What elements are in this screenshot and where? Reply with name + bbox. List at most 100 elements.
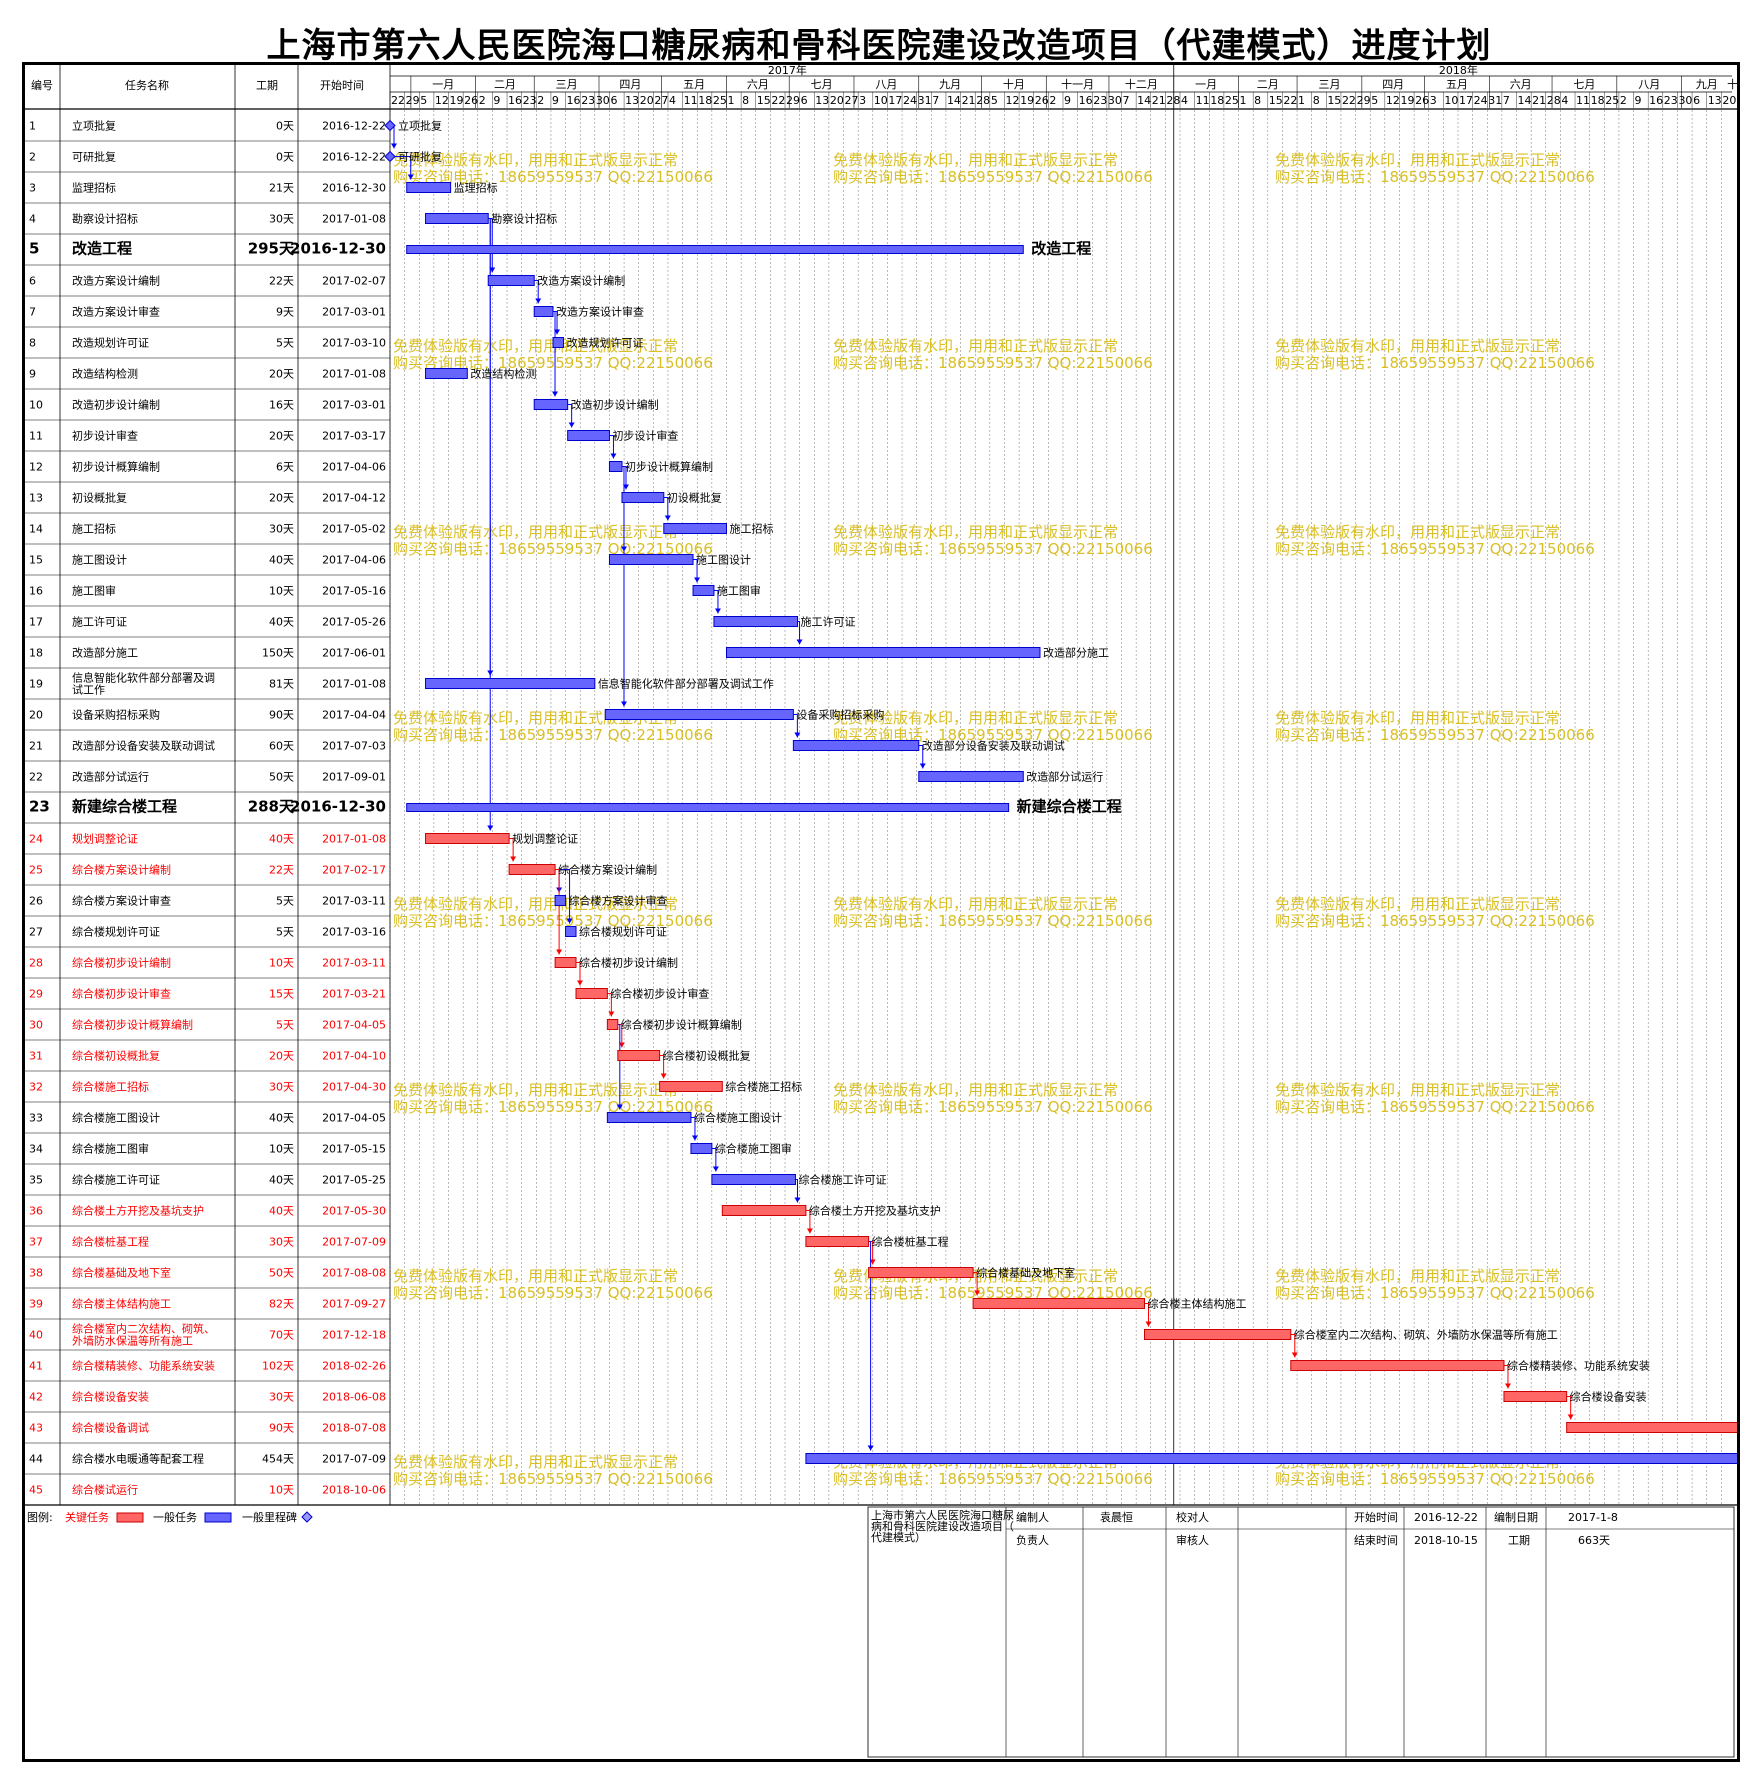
- day-label: 27: [654, 94, 668, 107]
- watermark-text: 免费体验版有水印，用用和正式版显示正常: [393, 1453, 678, 1471]
- task-duration: 30天: [269, 1391, 294, 1404]
- day-label: 18: [698, 94, 712, 107]
- critical-task-bar: [721, 1205, 807, 1216]
- task-start: 2017-04-06: [322, 461, 386, 474]
- task-bar: [533, 399, 569, 410]
- task-name: 综合楼施工许可证: [72, 1173, 160, 1187]
- day-label: 25: [713, 94, 727, 107]
- task-id: 18: [29, 647, 43, 660]
- day-label: 9: [1064, 94, 1071, 107]
- watermark-text: 购买咨询电话：18659559537 QQ:22150066: [1275, 726, 1595, 744]
- task-name: 综合楼方案设计审查: [72, 894, 171, 908]
- day-label: 9: [1635, 94, 1642, 107]
- bar-label: 综合楼方案设计编制: [558, 863, 657, 877]
- watermark-text: 购买咨询电话：18659559537 QQ:22150066: [1275, 540, 1595, 558]
- day-label: 30: [1678, 94, 1692, 107]
- task-name: 施工图设计: [72, 554, 127, 567]
- task-id: 20: [29, 709, 43, 722]
- dependency-arrow: [510, 856, 517, 862]
- task-duration: 0天: [276, 151, 294, 164]
- dependency-arrow: [794, 1197, 801, 1203]
- bar-label: 综合楼施工许可证: [798, 1173, 886, 1187]
- day-label: 12: [435, 94, 449, 107]
- dependency-arrow: [694, 577, 701, 583]
- task-id: 3: [29, 182, 36, 195]
- task-id: 39: [29, 1298, 43, 1311]
- task-start: 2017-05-26: [322, 616, 386, 629]
- watermark-text: 免费体验版有水印，用用和正式版显示正常: [833, 151, 1118, 169]
- dependency-arrow: [577, 980, 584, 986]
- task-name: 改造初步设计编制: [72, 398, 160, 412]
- day-label: 2: [1620, 94, 1627, 107]
- dependency-link: [617, 1024, 621, 1110]
- task-name: 立项批复: [72, 119, 116, 133]
- watermark-text: 购买咨询电话：18659559537 QQ:22150066: [393, 168, 713, 186]
- bar-label: 综合楼桩基工程: [872, 1235, 949, 1249]
- critical-task-bar: [805, 1236, 870, 1247]
- task-bar: [567, 430, 610, 441]
- dependency-arrow: [566, 918, 573, 924]
- col-header-name: 任务名称: [125, 78, 169, 92]
- task-bar: [711, 1174, 796, 1185]
- task-name: 综合楼施工招标: [72, 1080, 149, 1094]
- task-name: 初步设计概算编制: [72, 460, 160, 474]
- task-name: 综合楼水电暖通等配套工程: [72, 1452, 204, 1466]
- watermark-text: 购买咨询电话：18659559537 QQ:22150066: [833, 354, 1153, 372]
- task-duration: 10天: [269, 1143, 294, 1156]
- task-name: 综合楼室内二次结构、砌筑、外墙防水保温等所有施工: [72, 1322, 215, 1348]
- col-header-id: 编号: [31, 78, 53, 92]
- bar-label: 初步设计审查: [612, 429, 678, 443]
- watermark-text: 免费体验版有水印，用用和正式版显示正常: [1275, 151, 1560, 169]
- task-start: 2017-05-30: [322, 1205, 386, 1218]
- month-label: 六月: [1510, 78, 1532, 91]
- dependency-arrow: [552, 391, 559, 397]
- day-label: 8: [742, 94, 749, 107]
- watermark-text: 免费体验版有水印，用用和正式版显示正常: [833, 337, 1118, 355]
- critical-task-bar: [606, 1019, 619, 1030]
- month-label: 二月: [1257, 78, 1279, 91]
- task-name: 初设概批复: [72, 491, 127, 505]
- task-start: 2017-04-12: [322, 492, 386, 505]
- task-id: 16: [29, 585, 43, 598]
- summary-bar: [406, 803, 1010, 812]
- dependency-link: [973, 1272, 978, 1296]
- task-duration: 30天: [269, 1081, 294, 1094]
- task-start: 2018-06-08: [322, 1391, 386, 1404]
- task-bar: [690, 1143, 713, 1154]
- task-start: 2017-04-06: [322, 554, 386, 567]
- bar-label: 综合楼施工图审: [715, 1142, 792, 1156]
- task-duration: 40天: [269, 1205, 294, 1218]
- task-name: 改造结构检测: [72, 367, 138, 381]
- task-name: 施工图审: [72, 584, 116, 598]
- day-label: 10: [874, 94, 888, 107]
- task-start: 2017-02-17: [322, 864, 386, 877]
- task-start: 2017-05-16: [322, 585, 386, 598]
- task-start: 2017-05-25: [322, 1174, 386, 1187]
- summary-bar: [406, 245, 1024, 254]
- watermark-text: 免费体验版有水印，用用和正式版显示正常: [1275, 709, 1560, 727]
- day-label: 2: [479, 94, 486, 107]
- task-id: 8: [29, 337, 36, 350]
- task-name: 综合楼初步设计概算编制: [72, 1018, 193, 1032]
- day-label: 22: [391, 94, 405, 107]
- dependency-link: [1566, 1396, 1572, 1420]
- watermark-text: 免费体验版有水印，用用和正式版显示正常: [393, 1267, 678, 1285]
- task-start: 2017-06-01: [322, 647, 386, 660]
- watermark-text: 免费体验版有水印，用用和正式版显示正常: [393, 337, 678, 355]
- dependency-arrow: [806, 1228, 813, 1234]
- task-duration: 22天: [269, 864, 294, 877]
- critical-task-bar: [554, 957, 577, 968]
- task-start: 2017-03-16: [322, 926, 386, 939]
- task-start: 2016-12-22: [322, 120, 386, 133]
- dependency-link: [621, 466, 625, 707]
- watermark-text: 免费体验版有水印，用用和正式版显示正常: [833, 1081, 1118, 1099]
- task-name: 综合楼施工图设计: [72, 1111, 160, 1125]
- month-label: 二月: [494, 78, 516, 91]
- day-label: 23: [581, 94, 595, 107]
- day-label: 22: [1283, 94, 1297, 107]
- footer-start_label: 开始时间: [1354, 1510, 1398, 1524]
- dependency-arrow: [1567, 1414, 1574, 1420]
- task-id: 27: [29, 926, 43, 939]
- bar-label: 综合楼施工招标: [725, 1080, 802, 1094]
- task-name: 综合楼初设概批复: [72, 1049, 160, 1063]
